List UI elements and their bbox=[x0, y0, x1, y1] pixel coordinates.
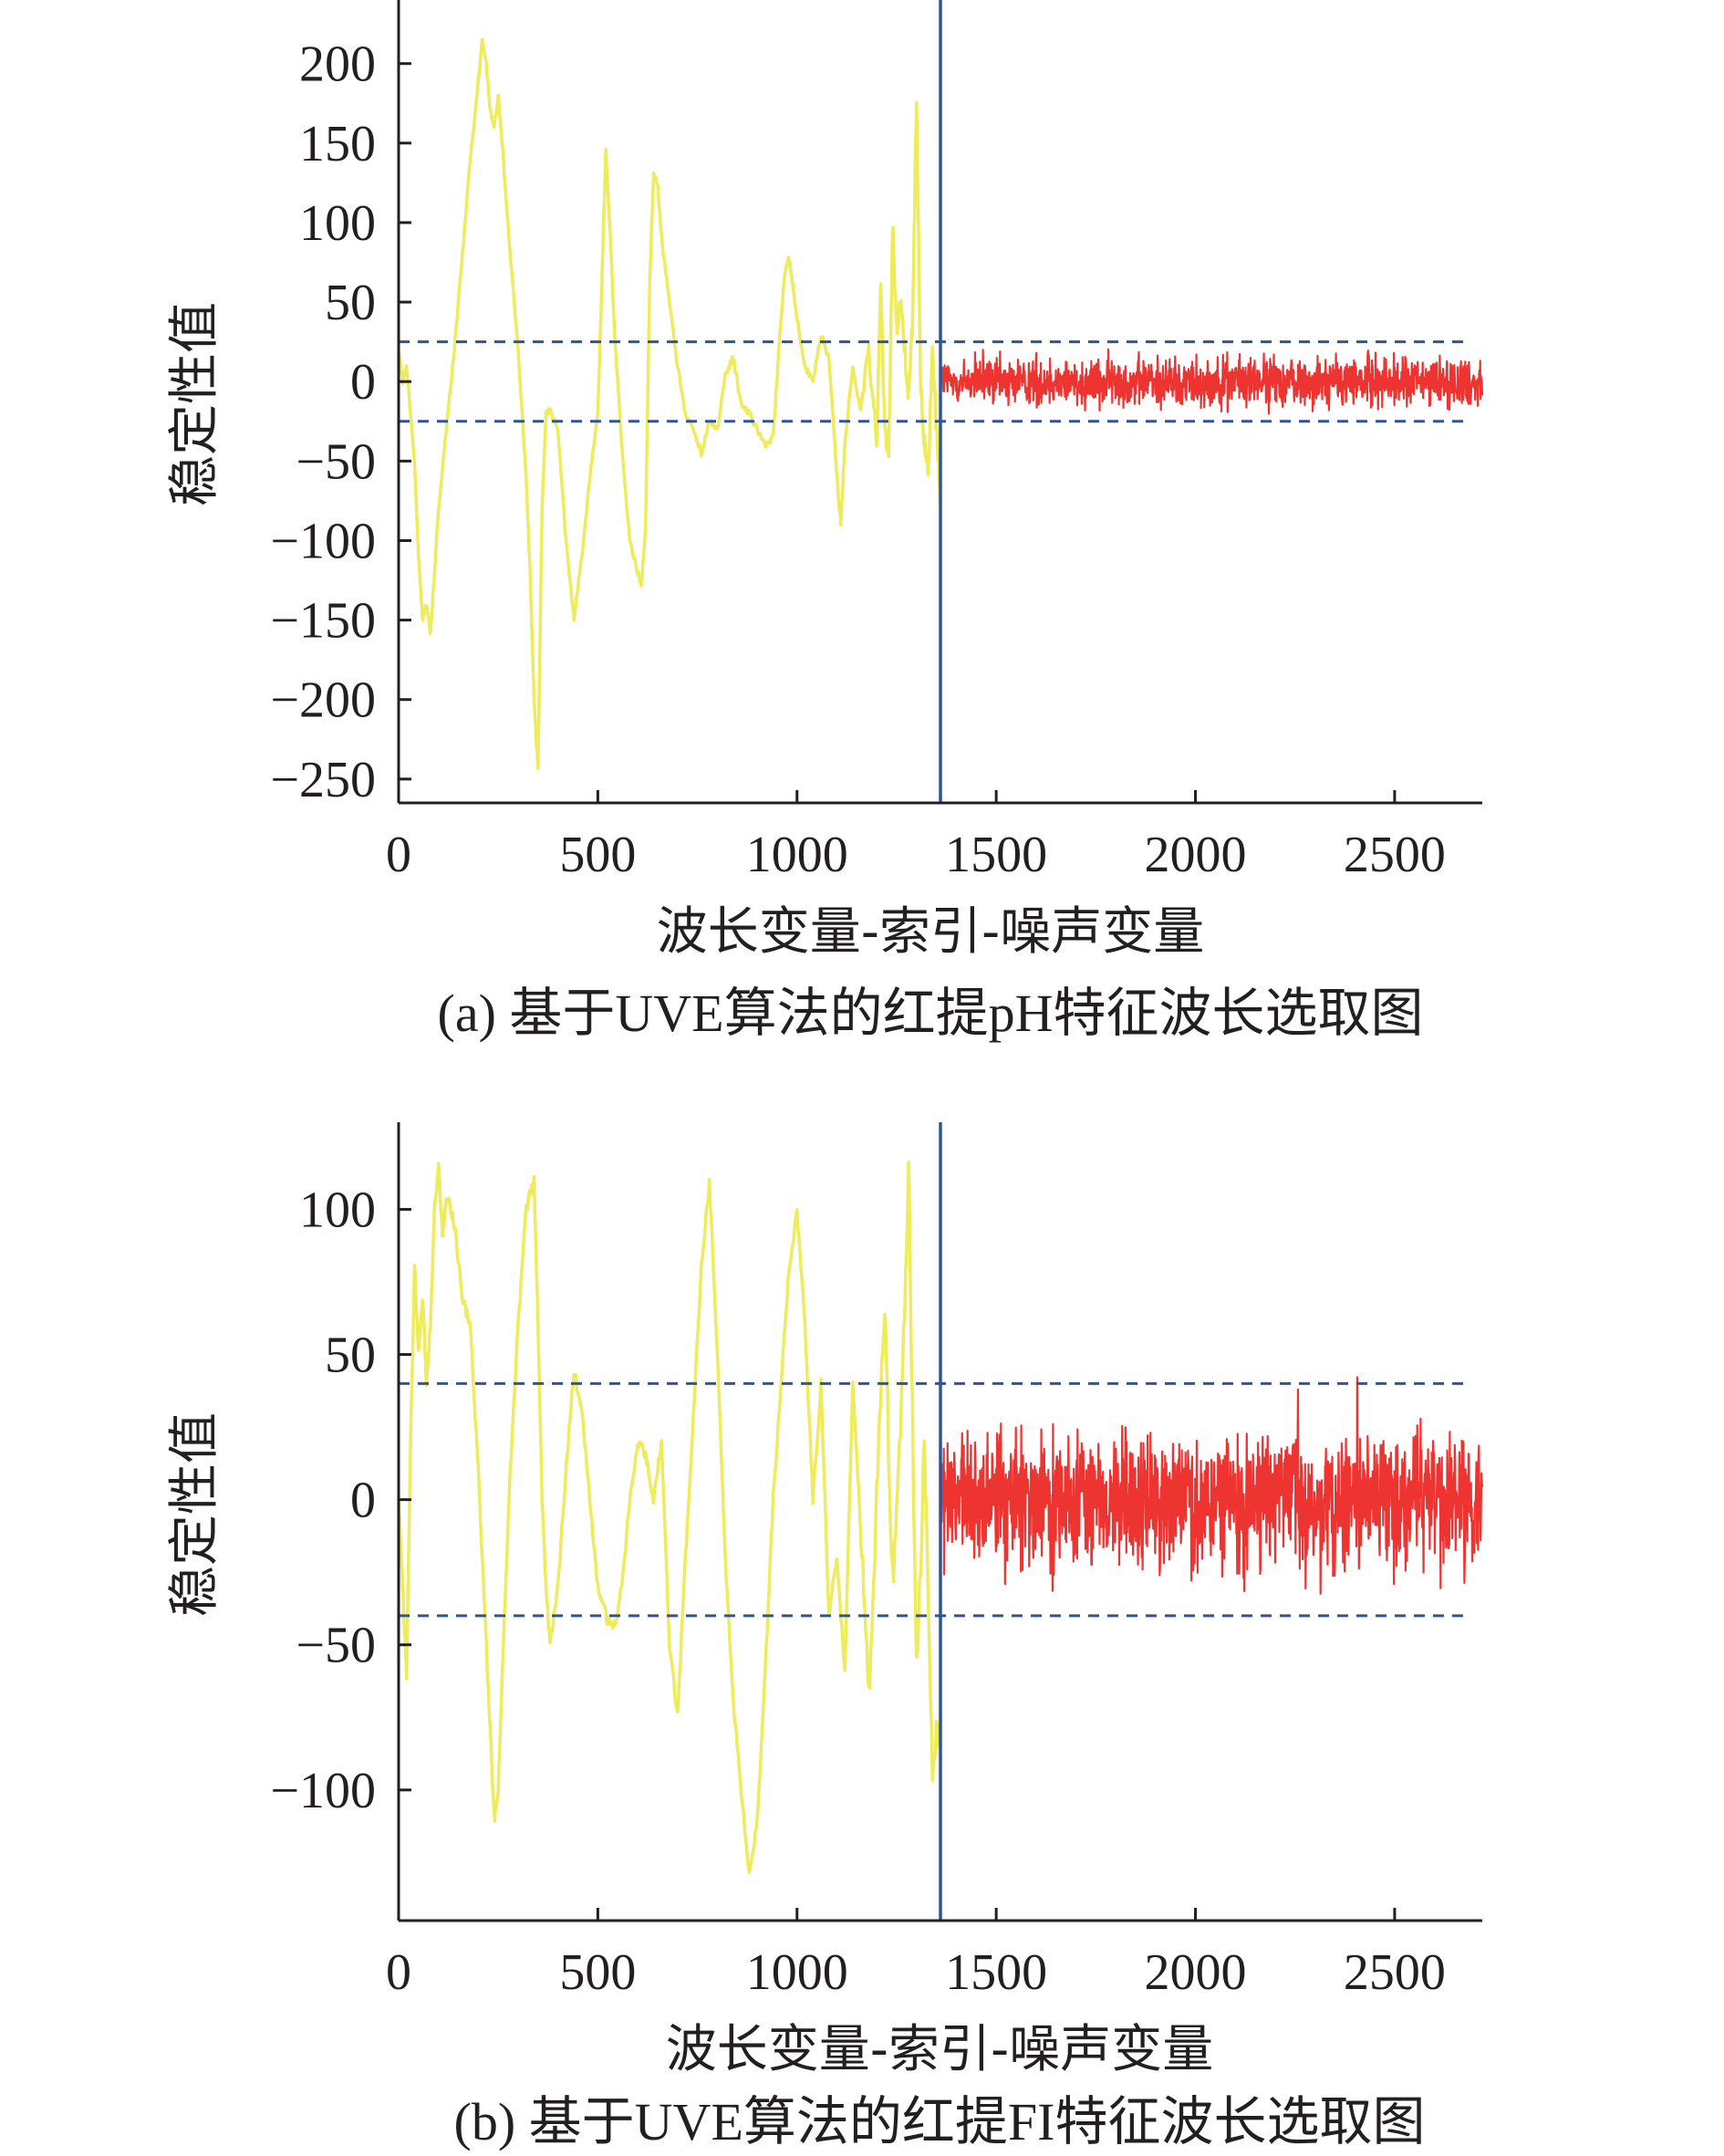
y-tick-label: 0 bbox=[350, 354, 376, 411]
axes bbox=[397, 0, 1482, 805]
x-axis-label: 波长变量-索引-噪声变量 bbox=[666, 2020, 1213, 2079]
y-tick-label: −250 bbox=[270, 752, 376, 808]
threshold-lines bbox=[399, 1381, 1470, 1618]
wavelength-variables-line bbox=[397, 1160, 942, 1874]
x-tick-label: 500 bbox=[559, 827, 636, 883]
axes bbox=[397, 1122, 1482, 1922]
caption-b: (b) 基于UVE算法的红提FI特征波长选取图 bbox=[454, 2092, 1426, 2151]
y-axis-label: 稳定性值 bbox=[165, 302, 224, 506]
x-tick-label: 2000 bbox=[1145, 1944, 1247, 2001]
x-tick-label: 1500 bbox=[945, 1944, 1047, 2001]
y-tick-label: 100 bbox=[299, 1182, 376, 1238]
y-tick-labels: 200 150 100 50 0 −50 −100 −150 −200 −250 bbox=[270, 36, 376, 808]
noise-variables-line bbox=[939, 348, 1484, 415]
wavelength-variables-series bbox=[397, 1160, 942, 1874]
y-tick-label: −50 bbox=[296, 1618, 376, 1674]
y-axis-label: 稳定性值 bbox=[165, 1412, 224, 1617]
y-tick-label: 150 bbox=[299, 116, 376, 172]
y-tick-label: −50 bbox=[296, 433, 376, 490]
y-tick-label: 50 bbox=[325, 1328, 376, 1384]
x-tick-label: 1000 bbox=[746, 1944, 848, 2001]
x-tick-label: 1500 bbox=[945, 827, 1047, 883]
x-tick-label: 0 bbox=[386, 827, 411, 883]
caption-a: (a) 基于UVE算法的红提pH特征波长选取图 bbox=[438, 984, 1424, 1043]
x-axis-label: 波长变量-索引-噪声变量 bbox=[657, 902, 1204, 962]
threshold-lines bbox=[399, 340, 1470, 423]
noise-variables-series bbox=[939, 348, 1484, 415]
x-tick-label: 0 bbox=[386, 1944, 411, 2001]
panel-a: 0 500 1000 1500 2000 2500 200150100500−50−100… bbox=[165, 0, 1484, 1043]
y-tick-label: −100 bbox=[270, 513, 376, 569]
y-tick-label: −100 bbox=[270, 1763, 376, 1819]
x-tick-labels: 0 500 1000 1500 2000 2500 bbox=[386, 1944, 1446, 2001]
x-tick-label: 2500 bbox=[1344, 827, 1446, 883]
y-tick-label: 100 bbox=[299, 195, 376, 252]
x-tick-label: 2000 bbox=[1145, 827, 1247, 883]
y-tick-labels: 100 50 0 −50 −100 bbox=[270, 1182, 376, 1818]
x-tick-label: 500 bbox=[559, 1944, 636, 2001]
wavelength-variables-series bbox=[397, 37, 942, 771]
noise-variables-line bbox=[939, 1376, 1484, 1595]
y-tick-label: 200 bbox=[299, 36, 376, 93]
y-tick-label: −150 bbox=[270, 593, 376, 650]
noise-variables-series bbox=[939, 1376, 1484, 1595]
y-tick-label: −200 bbox=[270, 672, 376, 729]
wavelength-variables-line bbox=[397, 37, 942, 771]
x-tick-labels: 0 500 1000 1500 2000 2500 bbox=[386, 827, 1446, 883]
x-tick-label: 1000 bbox=[746, 827, 848, 883]
y-tick-label: 0 bbox=[350, 1473, 376, 1529]
y-tick-label: 50 bbox=[325, 275, 376, 331]
x-tick-label: 2500 bbox=[1344, 1944, 1446, 2001]
